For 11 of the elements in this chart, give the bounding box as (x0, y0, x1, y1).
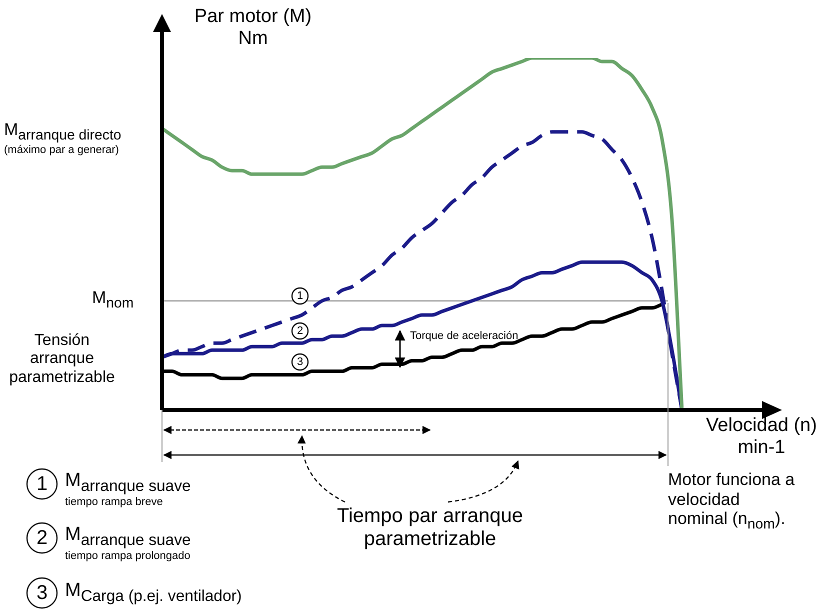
x-axis-title: Velocidad (n) min-1 (705, 415, 818, 459)
annotation: Torque de aceleración (410, 330, 520, 343)
ref-line-label: M$_{nom}$ (92, 288, 134, 312)
text: Motor funciona a velocidad nominal (n$_{nom}$). (668, 470, 796, 533)
text: M$_{arranque directo}$ (máximo par a generar) (4, 120, 122, 156)
text: M$_{arranque suave}$ tiempo rampa prolongado (65, 524, 192, 563)
text: M$_{Carga (p.ej. ventilador)}$ (65, 580, 243, 606)
text: Tiempo par arranque parametrizable (336, 505, 524, 551)
text: M$_{arranque suave}$ tiempo rampa breve (65, 470, 192, 509)
text: Tensión arranque parametrizable (8, 332, 116, 388)
y-axis-title: Par motor (M) Nm (193, 6, 313, 50)
